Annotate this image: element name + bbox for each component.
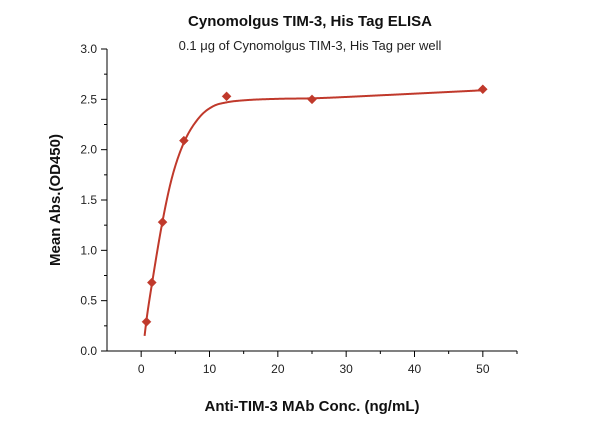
y-tick-label: 0.5	[80, 294, 97, 308]
x-tick-label: 10	[203, 362, 217, 376]
axis-ticks: 0 10 20 30 40 50 0.0 0.5 1.0 1.5 2.0 2.5 3.0	[80, 42, 518, 376]
data-point	[307, 94, 317, 105]
fit-curve-layer	[143, 89, 483, 337]
y-tick-label: 3.0	[80, 42, 97, 56]
data-points-layer	[141, 84, 488, 327]
y-tick-label: 0.0	[80, 344, 97, 358]
x-tick-label: 40	[408, 362, 422, 376]
chart-subtitle: 0.1 μg of Cynomolgus TIM-3, His Tag per …	[179, 38, 442, 53]
x-tick-label: 30	[339, 362, 353, 376]
y-tick-label: 1.5	[80, 193, 97, 207]
y-tick-label: 1.0	[80, 243, 97, 257]
x-tick-label: 0	[138, 362, 145, 376]
x-tick-label: 50	[476, 362, 490, 376]
data-point	[141, 316, 152, 327]
data-point	[146, 277, 157, 288]
axes	[106, 49, 517, 352]
data-point	[157, 217, 168, 228]
x-tick-label: 20	[271, 362, 285, 376]
data-point	[179, 135, 189, 146]
chart-title: Cynomolgus TIM-3, His Tag ELISA	[188, 13, 432, 30]
data-point	[477, 84, 488, 95]
data-point	[221, 91, 232, 102]
x-axis-label: Anti-TIM-3 MAb Conc. (ng/mL)	[205, 398, 420, 415]
y-axis-label: Mean Abs.(OD450)	[47, 134, 64, 266]
y-tick-label: 2.5	[80, 92, 97, 106]
y-tick-label: 2.0	[80, 143, 97, 157]
fit-curve	[143, 89, 483, 337]
